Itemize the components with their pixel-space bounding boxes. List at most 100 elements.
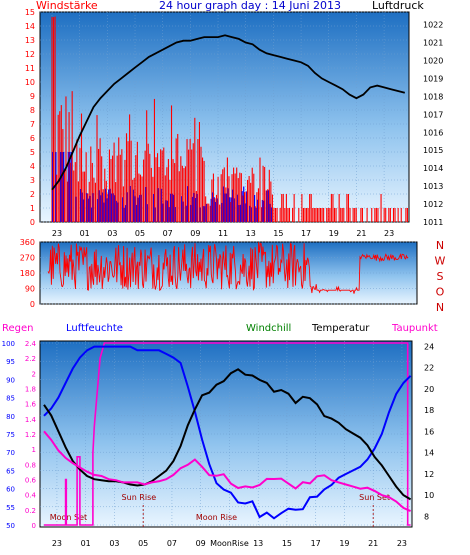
- direction-line: [47, 242, 409, 294]
- compass-label: N: [436, 239, 444, 252]
- astro-label: Sun Rise: [122, 493, 157, 502]
- rain-tick-label: 0.8: [25, 461, 36, 469]
- rain-tick-label: 1.8: [25, 386, 36, 394]
- humidity-tick-label: 65: [6, 467, 15, 475]
- pressure-tick-label: 1021: [423, 39, 443, 48]
- rain-tick-label: 0.2: [25, 507, 36, 515]
- legend-item: Regen: [2, 323, 34, 334]
- wind-tick-label: 3: [30, 176, 35, 185]
- rain-tick-label: 1.6: [25, 401, 37, 409]
- time-tick-label: 07: [163, 229, 173, 238]
- pressure-tick-label: 1017: [423, 110, 443, 119]
- temperature-tick-label: 14: [424, 449, 434, 458]
- pressure-tick-label: 1013: [423, 182, 443, 191]
- time-tick-label: 13: [253, 539, 263, 548]
- rain-series: [44, 342, 411, 526]
- humidity-tick-label: 100: [2, 340, 15, 348]
- wind-tick-label: 10: [25, 78, 35, 87]
- humidity-tick-label: 80: [6, 413, 15, 421]
- wind-tick-label: 15: [25, 8, 35, 17]
- humidity-tick-label: 50: [6, 522, 15, 530]
- temperature-tick-label: 20: [424, 385, 434, 394]
- temperature-tick-label: 24: [424, 342, 434, 351]
- panel-1-title: 24 hour graph day : 14 Juni 2013: [159, 0, 341, 12]
- panel-wind-pressure: 24 hour graph day : 14 Juni 2013 Windstä…: [25, 0, 444, 238]
- compass-label: N: [436, 301, 444, 314]
- time-tick-label: 01: [81, 539, 91, 548]
- pressure-tick-label: 1019: [423, 74, 443, 83]
- wind-tick-label: 4: [30, 162, 35, 171]
- wind-tick-label: 14: [25, 22, 35, 31]
- pressure-tick-label: 1011: [423, 218, 443, 227]
- pressure-line: [51, 34, 406, 191]
- temperature-tick-label: 10: [424, 491, 434, 500]
- pressure-axis-ticks: 1011 1012 1013 1014 1015 1016 1017 1018 1019 1020…: [423, 21, 443, 227]
- rain-tick-label: 0.4: [25, 492, 37, 500]
- series-taupunkt: [43, 430, 412, 513]
- rain-tick-label: 2.2: [25, 355, 36, 363]
- rain-tick-label: 2.4: [25, 340, 37, 348]
- time-tick-label: 19: [339, 539, 349, 548]
- temperature-tick-label: 12: [424, 470, 434, 479]
- time-tick-label: 15: [282, 539, 292, 548]
- time-tick-label: 17: [301, 229, 311, 238]
- time-tick-label: 21: [368, 539, 378, 548]
- wind-tick-label: 5: [30, 148, 35, 157]
- pressure-tick-label: 1016: [423, 128, 443, 137]
- astro-label: Moon Set: [50, 513, 87, 522]
- legend-item: Taupunkt: [391, 323, 438, 334]
- time-tick-label: 15: [273, 229, 283, 238]
- humidity-tick-label: 85: [6, 395, 15, 403]
- pressure-tick-label: 1014: [423, 164, 443, 173]
- time-tick-label: MoonRise: [210, 539, 249, 548]
- legend-item: Temperatur: [311, 323, 370, 334]
- rain-tick-label: 1.2: [25, 431, 36, 439]
- time-tick-label: 23: [52, 229, 62, 238]
- time-tick-label: 23: [397, 539, 407, 548]
- rain-tick-label: 0: [32, 522, 36, 530]
- panel-3-x-ticks: 23 01 03 05 07 09 MoonRise 13 15 17 19 21 23: [52, 539, 407, 548]
- pressure-series: [51, 34, 406, 191]
- time-tick-label: 21: [356, 229, 366, 238]
- pressure-tick-label: 1022: [423, 21, 443, 30]
- astro-label: Sun Set: [359, 493, 390, 502]
- humidity-tick-label: 75: [6, 431, 15, 439]
- legend-item: Luftfeuchte: [66, 323, 123, 334]
- rain-tick-label: 1.4: [25, 416, 37, 424]
- rain-tick-label: 0.6: [25, 477, 37, 485]
- pressure-tick-label: 1020: [423, 56, 443, 65]
- temperature-tick-label: 22: [424, 364, 434, 373]
- compass-label: O: [436, 286, 445, 299]
- temperature-axis-ticks: 8 10 12 14 16 18 20 22 24: [424, 342, 434, 521]
- wind-tick-label: 8: [30, 106, 35, 115]
- direction-tick-label: 360: [20, 238, 35, 247]
- direction-tick-label: 270: [20, 254, 35, 263]
- time-tick-label: 13: [246, 229, 256, 238]
- rain-tick-label: 1: [32, 446, 36, 454]
- legend-item: Windchill: [246, 323, 291, 334]
- time-tick-label: 17: [311, 539, 321, 548]
- wind-tick-label: 1: [30, 204, 35, 213]
- wind-tick-label: 2: [30, 190, 35, 199]
- wind-tick-label: 12: [25, 50, 35, 59]
- astro-annotations: Moon Set Sun Rise Moon Rise Sun Set: [50, 493, 390, 527]
- pressure-axis-label: Luftdruck: [372, 0, 424, 12]
- humidity-tick-label: 95: [6, 358, 15, 366]
- direction-series: [47, 242, 409, 294]
- panel-3-legend: Regen Luftfeuchte Windchill Temperatur Taupu…: [2, 323, 438, 334]
- rain-humidity-axis-ticks: 0 0.2 0.4 0.6 0.8 1 1.2 1.4 1.6 1.8 2 2.2 2.4 50 55 60 6…: [2, 340, 37, 530]
- humidity-tick-label: 55: [6, 504, 15, 512]
- time-tick-label: 19: [329, 229, 339, 238]
- direction-axis-ticks: 0 90 180 270 360: [20, 238, 35, 309]
- time-tick-label: 05: [135, 229, 145, 238]
- time-tick-label: 09: [196, 539, 206, 548]
- time-tick-label: 03: [107, 229, 117, 238]
- time-tick-label: 07: [167, 539, 177, 548]
- pressure-tick-label: 1015: [423, 146, 443, 155]
- wind-axis-label: Windstärke: [36, 0, 98, 12]
- temperature-tick-label: 16: [424, 427, 434, 436]
- wind-tick-label: 7: [30, 120, 35, 129]
- direction-tick-label: 0: [30, 300, 35, 309]
